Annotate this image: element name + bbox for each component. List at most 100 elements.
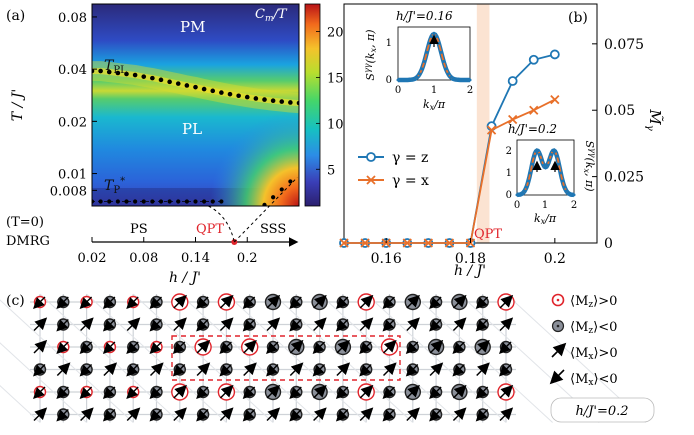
arrow-mx-neg [126,341,139,354]
site [173,317,187,332]
site [429,385,443,399]
site [404,293,421,311]
arrow-mx-neg [475,296,489,309]
a-y-label: T / J' [10,89,26,121]
inset-point [449,75,453,79]
a-ytick-label: 0.04 [58,63,87,78]
site [499,407,514,422]
arrow-mx-pos [313,407,327,422]
site [266,363,280,377]
site [475,318,489,332]
site [382,408,396,422]
arrow-mx-neg [196,296,209,309]
site [102,340,117,354]
site [474,338,491,356]
bond-diagonal [0,299,134,423]
site [242,295,256,309]
inset-point [437,41,441,45]
site [102,385,117,399]
arrow-mx-pos [56,362,71,377]
site [149,340,163,354]
site [335,408,350,422]
arrow-mx-neg [382,409,395,422]
arrow-mx-neg [242,386,256,399]
site [266,340,280,354]
b-x-label: h / J' [454,263,486,279]
arrow-mx-pos [313,384,327,399]
tpl-dot [92,68,95,74]
a-ytick-label: 0.01 [58,168,87,183]
site [406,407,420,422]
arrow-mx-pos [219,384,234,399]
inset1-ytick-1: 1 [386,38,392,49]
site [429,295,443,309]
arrow-mx-neg [149,386,162,399]
arrow-mx-neg [312,364,326,377]
arrow-mx-pos [499,294,514,309]
t0-label: (T=0) [6,215,44,230]
heatmap-title: Cm/T [255,7,288,24]
cbar-tick-label: 15 [327,71,344,86]
arrow-mx-neg [266,364,279,377]
site [382,362,397,377]
a-x-label: h / J' [169,270,201,286]
arrow-mx-pos [80,407,94,422]
site [264,383,282,401]
site [126,385,140,399]
site [406,317,420,332]
inset2-ylabel: Sγγ(kx, π) [582,140,597,191]
arrow-mx-neg [499,364,512,377]
bond-diagonal [179,293,320,423]
inset-point [396,78,400,82]
arrow-mx-pos [289,362,304,377]
arrow-mx-pos [429,362,444,377]
arrow-mx-neg [79,341,93,354]
site [171,383,189,401]
a-xtick-label: 0.08 [129,251,158,266]
site [219,317,234,332]
arrow-mx-neg [56,409,69,422]
site [219,407,234,422]
site [79,295,93,309]
arrow-mx-pos [336,339,351,354]
colorbar [304,3,321,207]
arrow-mx-pos [173,294,187,309]
arrow-mx-pos [219,407,234,422]
arrow-mx-pos [126,317,141,332]
legend-mz-neg: ⟨Mz⟩<0 [570,320,617,336]
site [405,340,419,354]
arrow-mx-neg [335,319,349,332]
bond-diagonal [132,293,274,423]
site [335,385,350,399]
inset1-xtick-1: 1 [431,85,437,96]
site [451,293,468,311]
inset-point [425,50,429,54]
site [289,318,303,332]
bond-diagonal [39,293,181,423]
phase-sss: SSS [260,222,286,237]
arrow-mx-neg [382,296,395,309]
b-ytick-label: 0.075 [604,37,644,53]
qpt-band [476,4,490,243]
inset1-xtick-0: 0 [395,85,401,96]
arrow-mx-neg [56,386,69,399]
inset1-title: h/J'=0.16 [396,9,453,23]
arrow-mx-neg [405,364,419,377]
site [264,293,282,311]
site [56,295,70,309]
tpl-dot [115,70,121,76]
arrow-mx-neg [499,341,512,354]
inset-point [439,50,443,54]
arrow-mx-neg [102,386,116,399]
tp-dot [184,199,189,204]
arrow-mx-neg [149,409,162,422]
bond-diagonal [319,293,460,423]
site [149,318,163,332]
arrow-mx-pos [452,294,467,309]
arrow-mx-pos [219,294,234,309]
arrow-mx-pos [313,294,327,309]
arrow-mx-neg [335,386,349,399]
arrow-mx-pos [149,362,164,377]
dmrg-label: DMRG [6,234,50,249]
